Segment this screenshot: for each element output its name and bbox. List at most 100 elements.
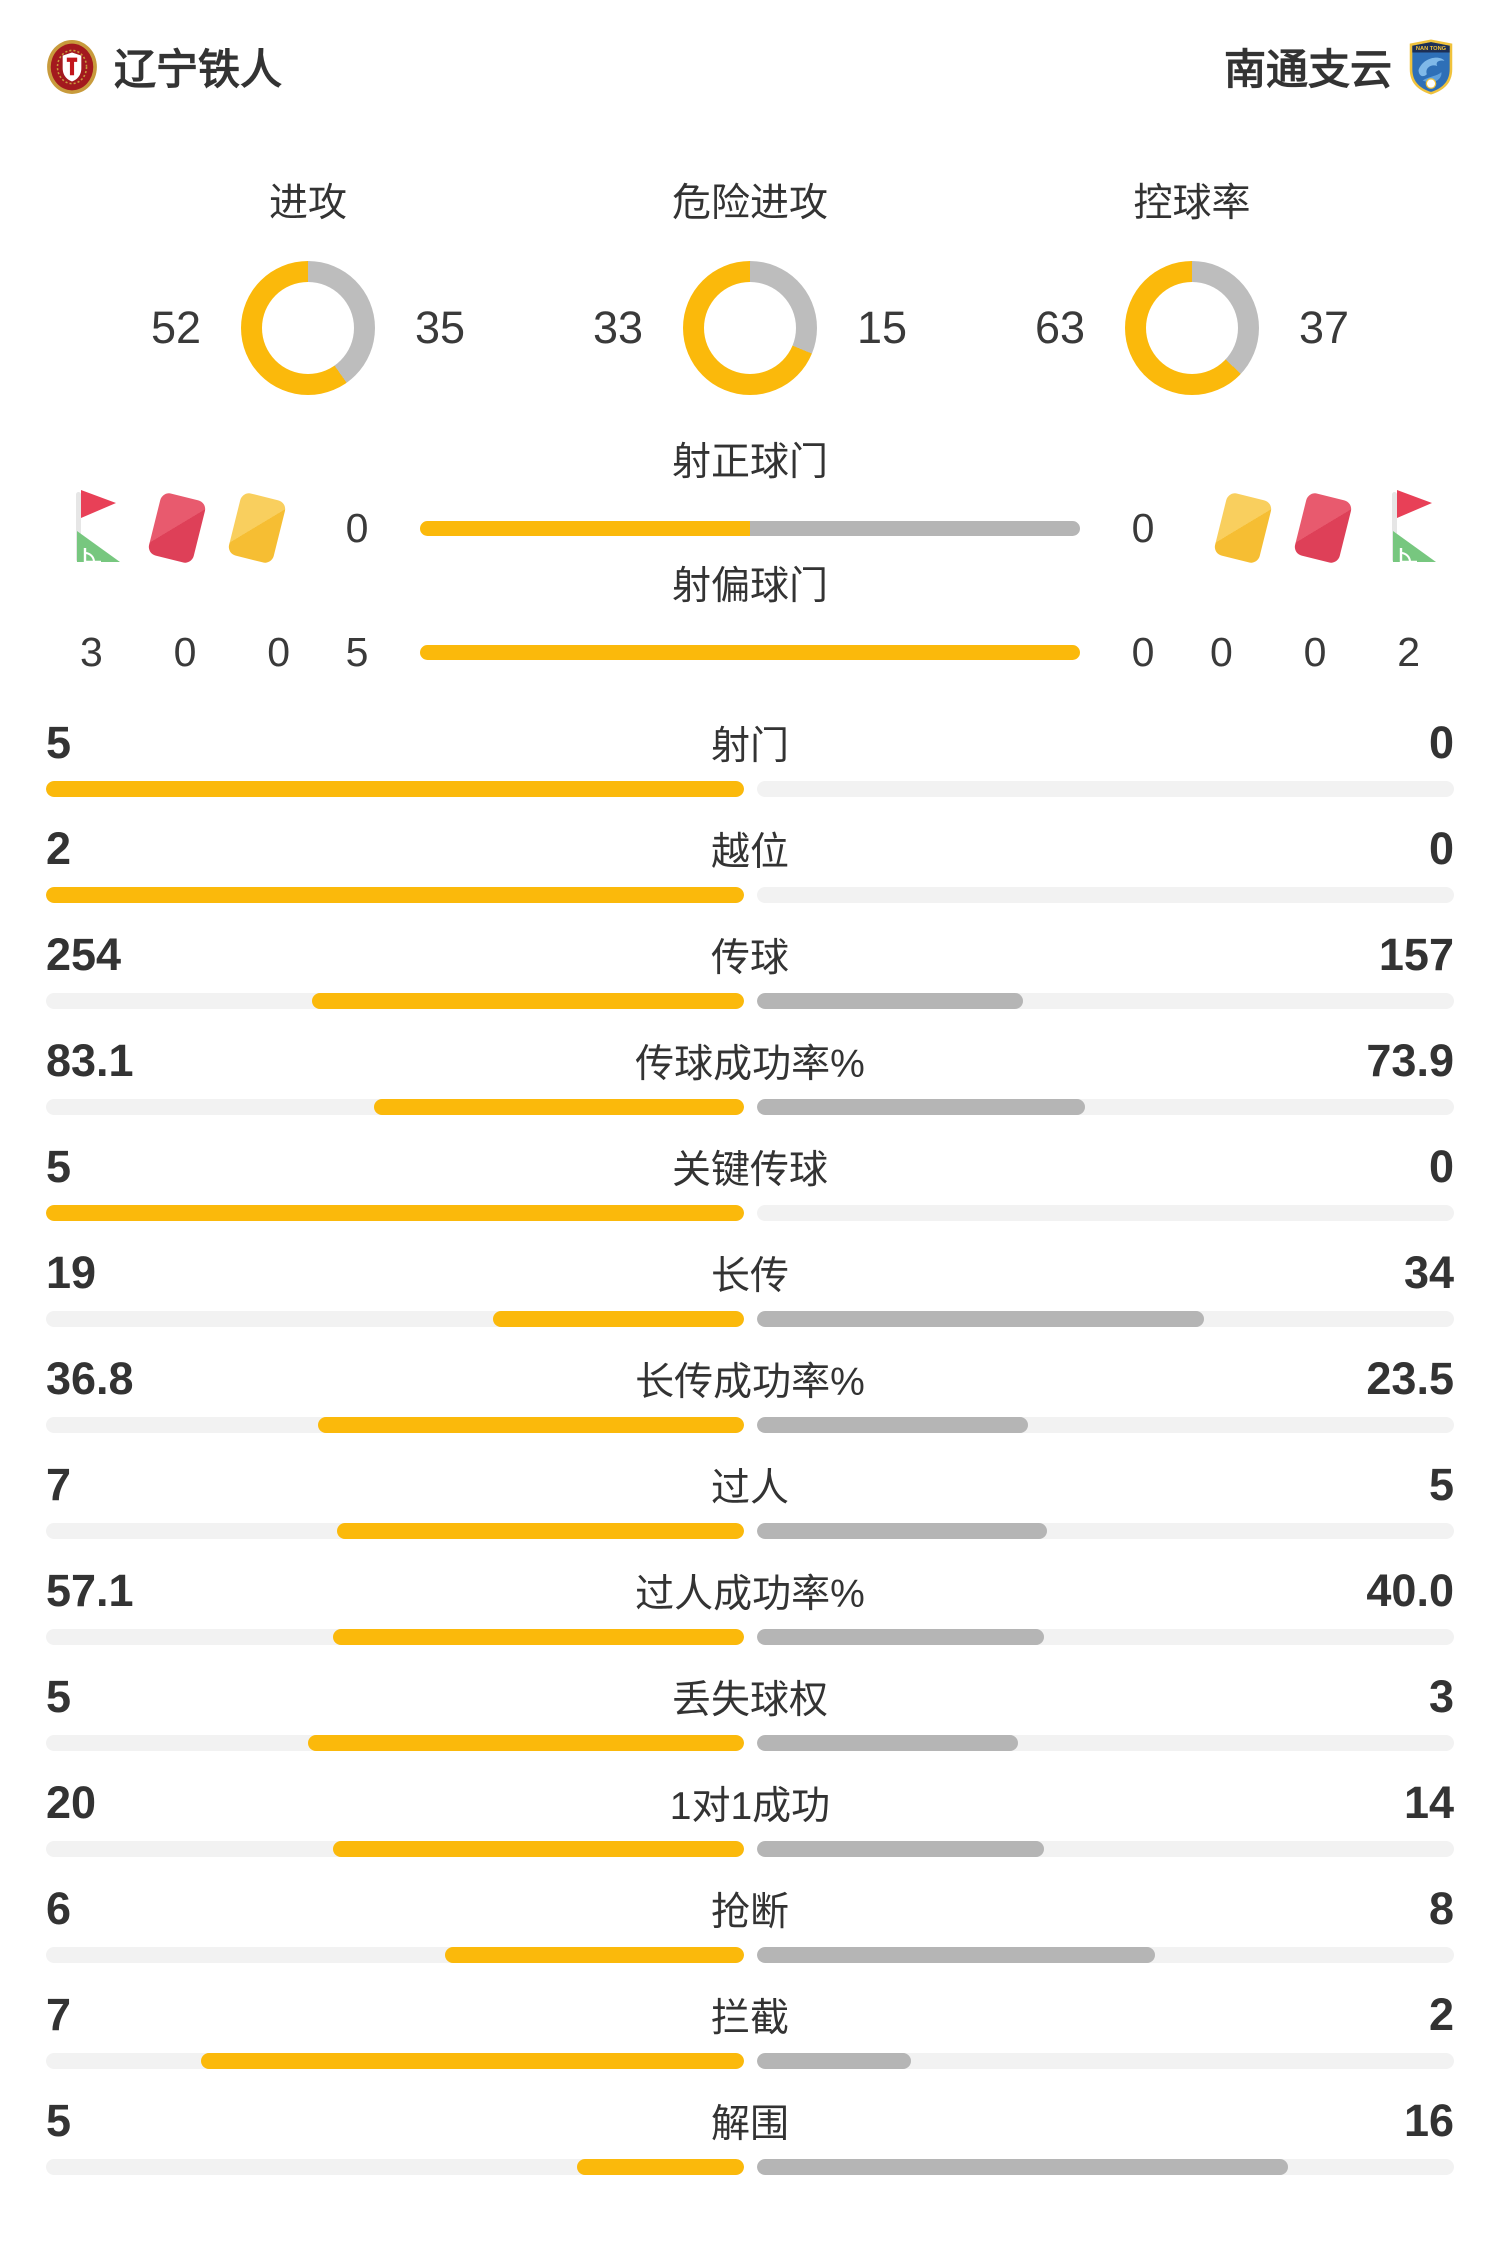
stat-row: 19 长传 34: [0, 1235, 1500, 1341]
gauge-dangerous-attacks-label: 危险进攻: [671, 182, 828, 225]
stat-label: 长传成功率%: [635, 1361, 865, 1404]
svg-text:NAN TONG: NAN TONG: [1416, 45, 1447, 51]
stat-bar: [46, 1417, 1454, 1433]
away-discipline-icons: [1196, 489, 1454, 567]
home-discipline-values: 3 0 0: [46, 629, 304, 676]
shots-off-target-label: 射偏球门: [671, 565, 828, 608]
stat-away-value: 34: [1403, 1247, 1454, 1298]
shots-on-target-away-value: 0: [1131, 504, 1155, 551]
stat-away-value: 14: [1403, 1777, 1454, 1828]
stat-label: 抢断: [710, 1891, 789, 1934]
stat-bar: [46, 1099, 1454, 1115]
gauge-possession-home-value: 63: [1035, 302, 1086, 353]
gauge-possession: 控球率 63 37: [1035, 183, 1349, 395]
gauge-attacks-label: 进攻: [268, 182, 347, 225]
gauge-attacks-home-value: 52: [151, 302, 202, 353]
stat-home-value: 19: [46, 1247, 97, 1298]
corner-flag-icon: [1380, 489, 1436, 567]
shots-on-target-row: 0 0: [0, 489, 1500, 567]
shots-on-target-bar: [420, 520, 1080, 536]
stat-home-value: 2: [46, 823, 72, 874]
stat-row: 83.1 传球成功率% 73.9: [0, 1023, 1500, 1129]
yellow-card-icon: [1212, 491, 1274, 565]
stat-row: 57.1 过人成功率% 40.0: [0, 1553, 1500, 1659]
shots-off-target-bar: [420, 644, 1080, 660]
away-team: 南通支云 NAN TONG: [1224, 36, 1454, 97]
stat-label: 解围: [710, 2103, 789, 2146]
stats-list: 5 射门 0 2 越位 0 254 传球 157 83.1 传球成功率% 73.9 5 关键传球 0 19 长传…: [0, 705, 1500, 2189]
stat-row: 2 越位 0: [0, 811, 1500, 917]
stat-bar: [46, 1629, 1454, 1645]
stat-label: 过人成功率%: [635, 1573, 865, 1616]
stat-bar: [46, 1947, 1454, 1963]
away-team-name: 南通支云: [1223, 46, 1392, 93]
stat-away-value: 23.5: [1366, 1353, 1454, 1404]
stat-home-value: 5: [46, 1671, 72, 1722]
red-card-icon: [1292, 491, 1354, 565]
gauge-possession-away-value: 37: [1298, 302, 1349, 353]
stat-home-value: 20: [46, 1777, 97, 1828]
stat-home-value: 83.1: [46, 1035, 134, 1086]
stat-row: 5 解围 16: [0, 2083, 1500, 2189]
stat-row: 6 抢断 8: [0, 1871, 1500, 1977]
stat-bar: [46, 1523, 1454, 1539]
stat-away-value: 16: [1403, 2095, 1454, 2146]
gauge-attacks: 进攻 52 35: [151, 183, 465, 395]
shots-on-target-label: 射正球门: [671, 441, 828, 484]
away-team-crest-icon: NAN TONG: [1408, 39, 1454, 95]
gauge-dangerous-attacks-home-value: 33: [593, 302, 644, 353]
stat-label: 射门: [710, 725, 789, 768]
attacks-donut-chart: [241, 261, 375, 395]
stat-row: 7 过人 5: [0, 1447, 1500, 1553]
stat-row: 36.8 长传成功率% 23.5: [0, 1341, 1500, 1447]
stat-home-value: 6: [46, 1883, 72, 1934]
stat-label: 丢失球权: [671, 1679, 828, 1722]
gauge-attacks-away-value: 35: [414, 302, 465, 353]
stat-label: 关键传球: [671, 1149, 828, 1192]
stat-away-value: 5: [1428, 1459, 1454, 1510]
stat-bar: [46, 1735, 1454, 1751]
stat-label: 长传: [710, 1255, 789, 1298]
stat-row: 5 丢失球权 3: [0, 1659, 1500, 1765]
corner-flag-icon: [64, 489, 120, 567]
stat-row: 20 1对1成功 14: [0, 1765, 1500, 1871]
stat-away-value: 0: [1428, 1141, 1454, 1192]
stat-label: 过人: [710, 1467, 789, 1510]
stat-label: 传球成功率%: [635, 1043, 865, 1086]
stat-home-value: 5: [46, 2095, 72, 2146]
stat-bar: [46, 1841, 1454, 1857]
possession-donut-chart: [1125, 261, 1259, 395]
away-red-cards-value: 0: [1303, 628, 1327, 675]
stat-label: 传球: [710, 937, 789, 980]
red-card-icon: [146, 491, 208, 565]
shots-off-target-row: 3 0 0 5 0 0 0 2: [0, 615, 1500, 689]
stat-row: 254 传球 157: [0, 917, 1500, 1023]
stat-bar: [46, 887, 1454, 903]
away-discipline-values: 0 0 2: [1196, 629, 1454, 676]
stat-row: 7 拦截 2: [0, 1977, 1500, 2083]
stat-label: 拦截: [710, 1997, 789, 2040]
match-header: 辽宁铁人 南通支云 NAN TONG: [0, 0, 1500, 97]
home-red-cards-value: 0: [173, 628, 197, 675]
stat-home-value: 36.8: [46, 1353, 134, 1404]
gauge-possession-label: 控球率: [1133, 182, 1251, 225]
stat-away-value: 2: [1428, 1989, 1454, 2040]
shots-on-target-home-value: 0: [345, 504, 369, 551]
stat-home-value: 5: [46, 717, 72, 768]
gauge-dangerous-attacks: 危险进攻 33 15: [593, 183, 907, 395]
stat-home-value: 7: [46, 1989, 72, 2040]
stat-bar: [46, 993, 1454, 1009]
stat-home-value: 7: [46, 1459, 72, 1510]
stat-away-value: 8: [1428, 1883, 1454, 1934]
stat-row: 5 射门 0: [0, 705, 1500, 811]
home-corners-value: 3: [80, 628, 103, 675]
yellow-card-icon: [226, 491, 288, 565]
shots-off-target-home-value: 5: [345, 628, 369, 675]
dangerous-attacks-donut-chart: [683, 261, 817, 395]
stat-label: 越位: [710, 831, 789, 874]
stat-label: 1对1成功: [669, 1785, 831, 1828]
home-team: 辽宁铁人: [46, 36, 282, 97]
stat-row: 5 关键传球 0: [0, 1129, 1500, 1235]
stat-away-value: 40.0: [1366, 1565, 1454, 1616]
home-discipline-icons: [46, 489, 304, 567]
